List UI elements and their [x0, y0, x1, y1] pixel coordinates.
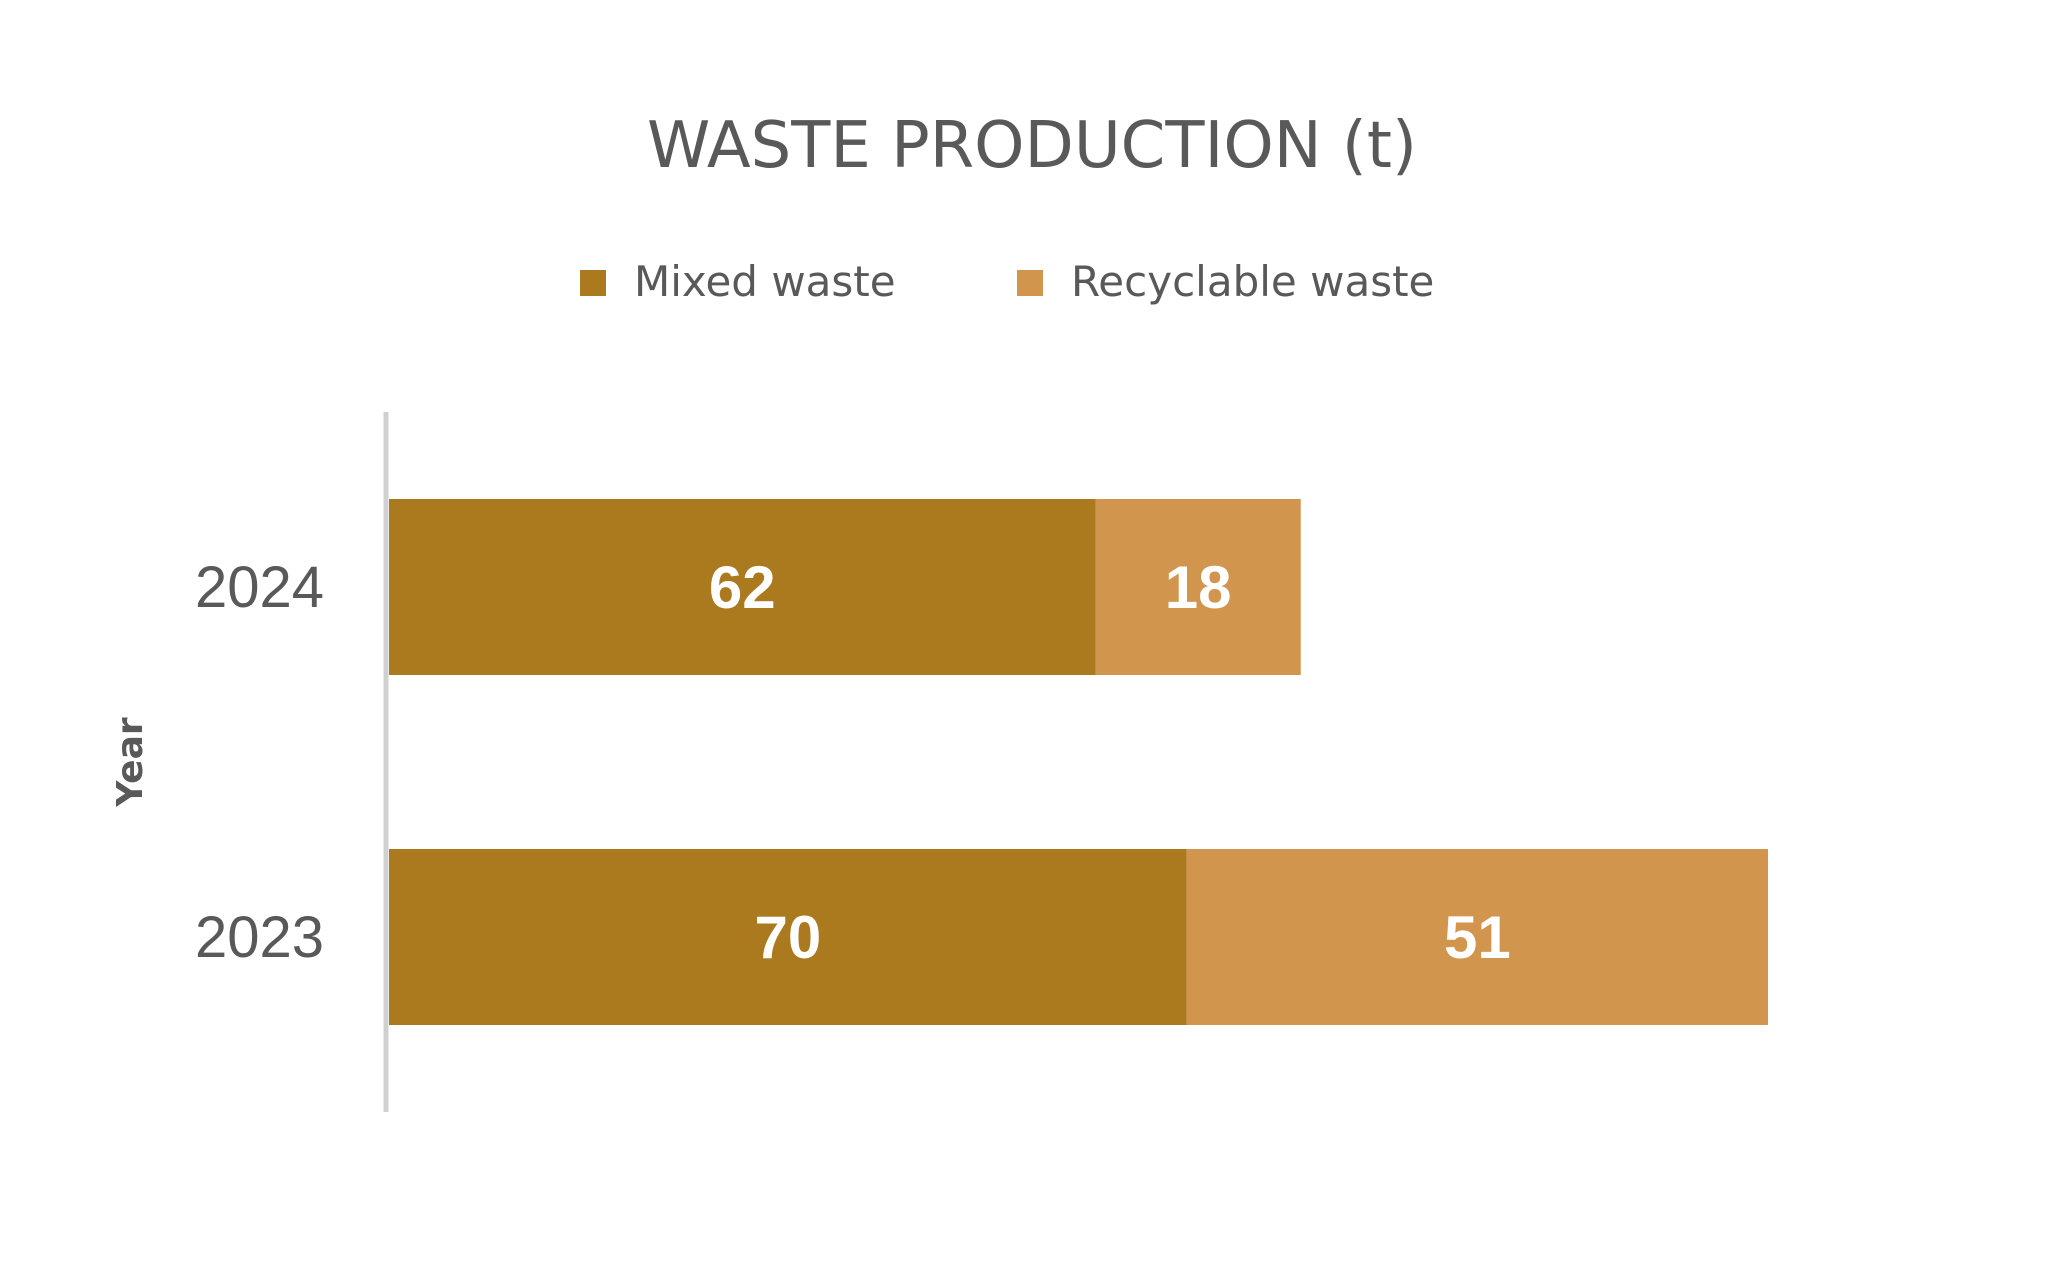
data-label-2023-series-2: 51 — [1444, 904, 1511, 971]
y-axis-title: Year — [110, 717, 151, 807]
legend-swatch-1 — [580, 270, 606, 296]
legend-label-1: Mixed waste — [634, 257, 896, 306]
bar-2023-series-1 — [389, 849, 1187, 1025]
bar-2024-series-2 — [1095, 499, 1301, 675]
legend: Mixed waste Recyclable waste — [580, 257, 1434, 306]
bar-2023-series-2 — [1186, 849, 1768, 1025]
bar-2024-series-1 — [389, 499, 1096, 675]
category-tick-label-2024: 2024 — [195, 555, 324, 620]
category-tick-labels: 2024 2023 — [195, 555, 324, 970]
data-label-2024-series-1: 62 — [709, 554, 776, 621]
legend-swatch-2 — [1017, 270, 1043, 296]
category-tick-label-2023: 2023 — [195, 905, 324, 970]
data-label-2024-series-2: 18 — [1165, 554, 1232, 621]
data-label-2023-series-1: 70 — [755, 904, 822, 971]
bars: 62 18 70 51 — [389, 499, 1768, 1025]
legend-label-2: Recyclable waste — [1071, 257, 1434, 306]
chart-title: WASTE PRODUCTION (t) — [647, 109, 1417, 183]
